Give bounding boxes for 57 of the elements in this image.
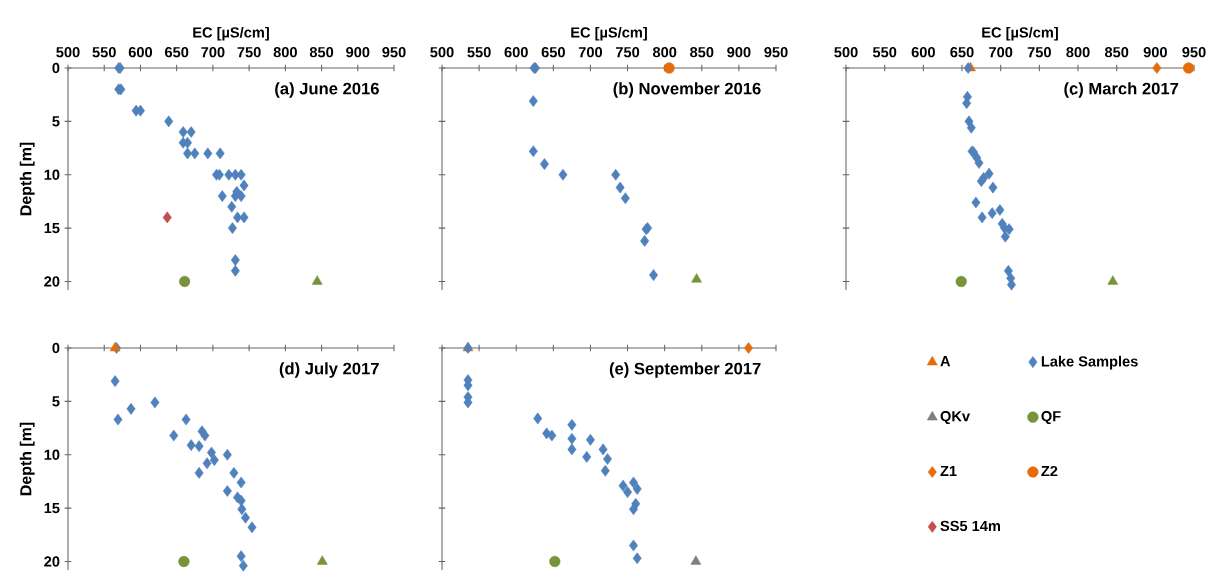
- y-tick-label: 5: [52, 396, 60, 407]
- y-tick-label: 0: [52, 62, 60, 74]
- x-axis-title: EC [µS/cm]: [982, 26, 1058, 41]
- y-tick-label: 10: [44, 449, 60, 460]
- x-tick-label: 550: [92, 46, 116, 58]
- y-tick-label: 20: [44, 556, 60, 567]
- y-tick-label: 10: [44, 169, 60, 180]
- legend-label: Z2: [1041, 465, 1058, 477]
- x-tick-label: 850: [690, 46, 714, 58]
- legend-label: QF: [1041, 411, 1061, 425]
- x-tick-label: 800: [652, 46, 677, 58]
- legend-label: A: [940, 356, 951, 367]
- legend-label: Z1: [940, 465, 957, 476]
- x-tick-label: 700: [989, 46, 1013, 58]
- x-tick-label: 900: [1143, 46, 1167, 58]
- text: (d) July 2017: [279, 362, 379, 378]
- x-tick-label: 750: [1027, 46, 1051, 58]
- y-tick-label: 5: [52, 116, 60, 127]
- x-tick-label: 500: [56, 46, 80, 58]
- x-tick-label: 700: [578, 46, 603, 58]
- x-tick-label: 950: [764, 46, 788, 58]
- y-tick-label: 15: [44, 503, 60, 514]
- x-tick-label: 750: [616, 46, 640, 58]
- x-tick-label: 600: [128, 46, 153, 58]
- x-tick-label: 500: [430, 46, 454, 58]
- x-tick-label: 850: [1104, 46, 1129, 58]
- text: (e) September 2017: [609, 362, 761, 378]
- x-tick-label: 800: [1066, 46, 1090, 58]
- x-tick-label: 900: [346, 46, 370, 58]
- x-tick-label: 600: [504, 46, 528, 58]
- legend-label: Lake Samples: [1041, 355, 1138, 370]
- x-tick-label: 900: [727, 46, 751, 58]
- x-tick-label: 950: [382, 46, 406, 58]
- text: (c) March 2017: [1064, 82, 1179, 98]
- x-tick-label: 700: [201, 46, 225, 58]
- legend-label: QKv: [940, 411, 970, 425]
- x-tick-label: 650: [165, 46, 189, 58]
- y-tick-label: 15: [44, 223, 60, 234]
- y-axis-title: Depth [m]: [19, 142, 35, 216]
- x-tick-label: 500: [834, 46, 858, 58]
- x-tick-label: 750: [237, 46, 261, 58]
- text: (a) June 2016: [275, 82, 379, 98]
- x-tick-label: 650: [950, 46, 974, 58]
- y-axis-title: Depth [m]: [19, 422, 35, 496]
- x-tick-label: 550: [467, 46, 491, 58]
- x-axis-title: EC [µS/cm]: [571, 26, 647, 41]
- x-tick-label: 650: [541, 46, 565, 58]
- x-axis-title: EC [µS/cm]: [193, 26, 269, 41]
- y-tick-label: 20: [44, 276, 60, 287]
- y-tick-label: 0: [52, 342, 60, 354]
- x-tick-label: 950: [1182, 46, 1206, 58]
- legend-label: SS5 14m: [940, 520, 1000, 532]
- x-tick-label: 800: [273, 46, 297, 58]
- x-tick-label: 600: [911, 46, 935, 58]
- text: (b) November 2016: [613, 82, 761, 98]
- x-tick-label: 850: [309, 46, 334, 58]
- x-tick-label: 550: [872, 46, 897, 58]
